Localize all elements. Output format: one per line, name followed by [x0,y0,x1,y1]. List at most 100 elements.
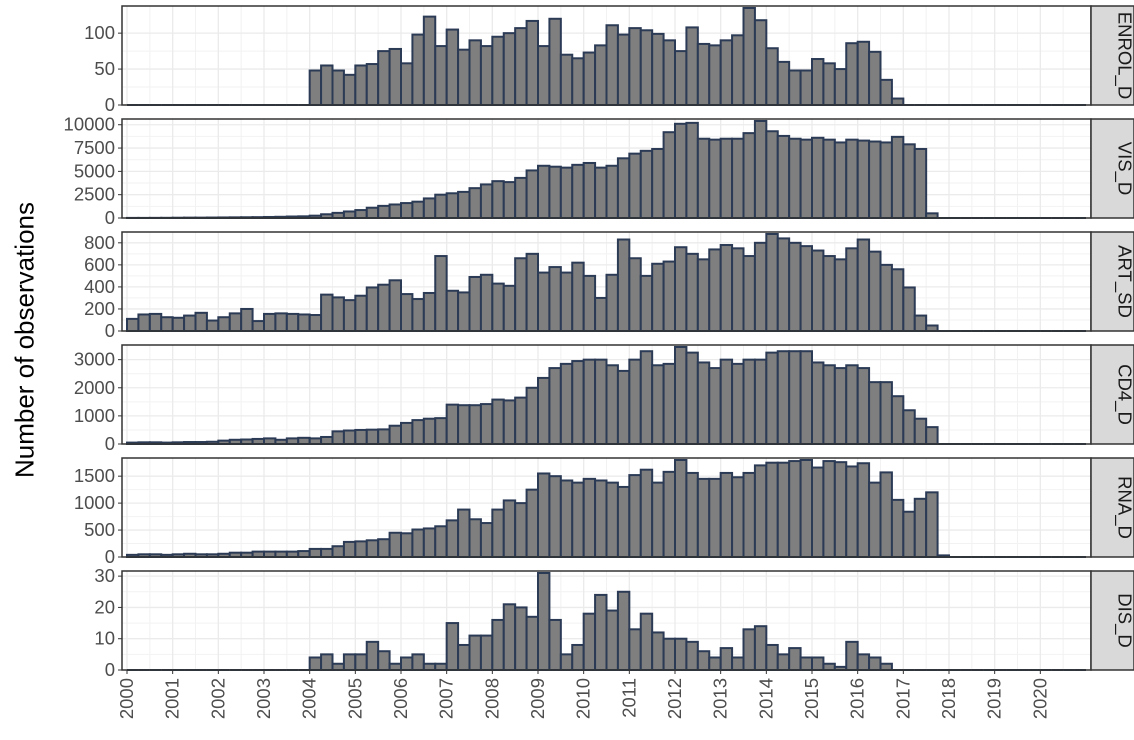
histogram-bar [662,260,676,333]
histogram-bar [308,547,323,559]
histogram-bar [479,522,494,558]
y-tick-label: 1000 [74,405,115,426]
histogram-bar [365,63,380,106]
histogram-bar [696,258,711,332]
histogram-bar [651,262,665,332]
histogram-bar [845,640,859,671]
histogram-bar [251,437,265,445]
x-tick-label: 2019 [984,678,1005,719]
histogram-bar [297,313,311,333]
histogram-bar [160,316,174,332]
histogram-bar [628,152,642,219]
histogram-bar [856,238,871,333]
histogram-bar [833,367,848,445]
x-tick-label: 2001 [162,678,183,719]
histogram-bar [594,44,608,106]
histogram-bar [434,525,448,558]
histogram-bar [537,271,551,333]
histogram-bar [559,653,574,672]
histogram-bar [548,266,562,332]
x-tick-label: 2010 [573,678,594,719]
histogram-bar [411,419,425,445]
histogram-bar [491,282,505,332]
histogram-bar [639,29,654,107]
histogram-bar [514,502,528,559]
histogram-bar [400,656,414,672]
histogram-bar [822,662,836,672]
histogram-bar [856,139,871,219]
x-tick-label: 2007 [436,678,457,719]
facet-strip [1090,344,1134,445]
panel-dis-d: 0 10 20 30 DIS_D [94,565,1134,680]
histogram-bar [457,404,471,446]
x-tick-label: 2020 [1029,678,1050,719]
histogram-bar [411,33,425,107]
histogram-bar [445,192,460,220]
histogram-bar [559,479,574,559]
histogram-bar [559,53,574,106]
histogram-bar [902,409,916,445]
histogram-bar [776,653,791,672]
histogram-bar [662,637,676,671]
histogram-bar [365,640,380,671]
histogram-bar [662,470,676,559]
histogram-bar [445,403,460,446]
histogram-bar [491,508,505,559]
histogram-bar [708,248,722,333]
histogram-bar [571,643,585,671]
histogram-bar [879,78,893,106]
histogram-bar [434,45,448,106]
x-tick-label: 2006 [390,678,411,719]
histogram-bar [605,481,619,558]
histogram-bar [651,631,665,671]
histogram-bar [674,246,688,333]
histogram-bar [696,42,711,106]
y-tick-label: 10000 [64,114,115,135]
histogram-bar [788,350,802,445]
histogram-bar [354,653,368,672]
histogram-bar [411,528,425,558]
histogram-bar [582,477,597,558]
histogram-bar [537,164,551,219]
histogram-bar [925,426,939,445]
histogram-bar [479,403,494,445]
histogram-bar [788,460,802,559]
histogram-bar [548,165,562,219]
histogram-bar [742,471,756,558]
histogram-bar [342,299,357,332]
histogram-bar [605,364,619,445]
y-tick-label: 0 [105,94,115,115]
histogram-bar [468,634,482,671]
y-tick-label: 1500 [74,465,115,486]
histogram-bar [811,249,825,332]
histogram-bar [788,241,802,332]
y-tick-label: 0 [105,659,115,680]
histogram-bar [616,157,631,219]
histogram-bar [582,358,597,445]
histogram-bar [331,211,345,220]
histogram-bar [388,279,403,332]
histogram-bar [457,291,471,332]
histogram-bar [525,252,539,332]
histogram-bar [776,461,791,559]
histogram-bar [811,361,825,446]
facet-strip-label: CD4_D [1114,364,1134,425]
histogram-bar [913,314,928,332]
facet-strip [1090,570,1134,671]
histogram-bar [765,643,779,671]
histogram-bar [571,360,585,446]
histogram-bar [365,428,380,445]
y-tick-label: 0 [105,207,115,228]
histogram-bar [742,7,756,106]
histogram-bar [571,481,585,558]
histogram-bar [799,459,813,558]
histogram-bar [217,316,231,332]
histogram-bar [354,428,368,445]
histogram-bar [799,138,813,219]
histogram-bar [845,465,859,559]
histogram-bar [685,252,699,332]
histogram-bar [719,137,734,220]
x-tick-label: 2014 [755,678,776,719]
facet-strip-label: ART_SD [1114,245,1134,318]
histogram-bar [799,69,813,106]
